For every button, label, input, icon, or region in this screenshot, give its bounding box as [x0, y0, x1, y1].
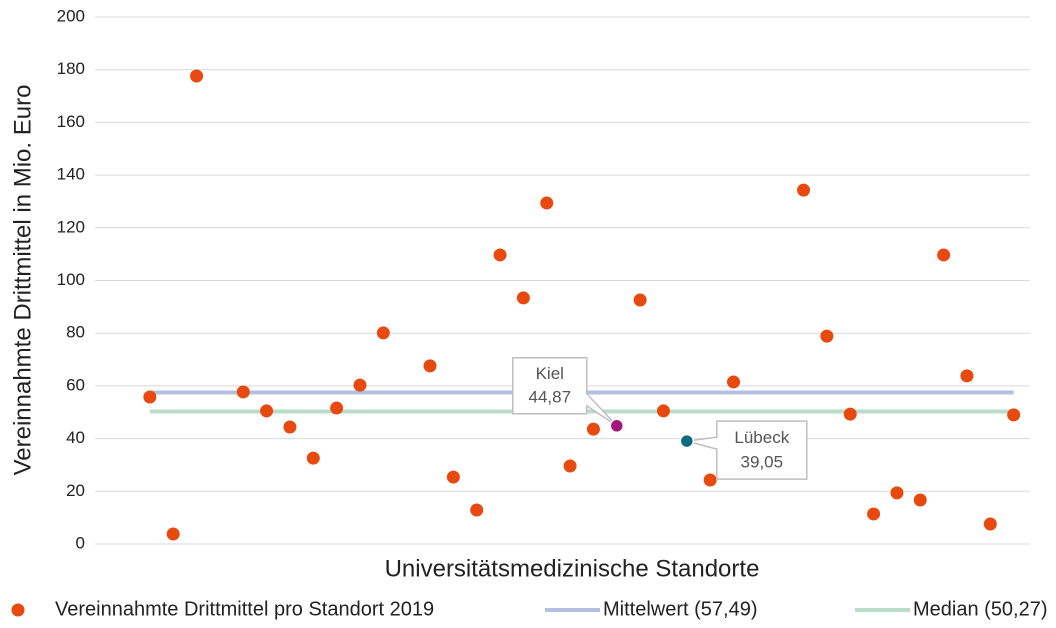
point	[586, 422, 600, 436]
point	[820, 329, 834, 343]
point	[446, 470, 460, 484]
point	[283, 420, 297, 434]
y-tick-label: 180	[57, 59, 85, 78]
point	[423, 359, 437, 373]
point	[563, 459, 577, 473]
legend-label: Mittelwert (57,49)	[603, 598, 758, 620]
point	[190, 69, 204, 83]
point	[960, 369, 974, 383]
point	[376, 326, 390, 340]
point	[143, 390, 157, 404]
point	[703, 473, 717, 487]
point	[493, 248, 507, 262]
callout-name: Lübeck	[734, 428, 789, 447]
point	[1007, 408, 1021, 422]
callout-name: Kiel	[536, 364, 564, 383]
point	[470, 503, 484, 517]
point	[260, 404, 274, 418]
callout-gap	[585, 394, 589, 405]
y-tick-label: 40	[66, 428, 85, 447]
callout-value: 39,05	[741, 452, 784, 471]
y-tick-label: 200	[57, 6, 85, 25]
x-axis-title: Universitätsmedizinische Standorte	[385, 555, 760, 582]
point	[983, 517, 997, 531]
point	[937, 248, 951, 262]
legend-marker	[11, 603, 25, 617]
callout-gap	[715, 438, 719, 449]
point	[867, 507, 881, 521]
point	[727, 375, 741, 389]
point	[913, 493, 927, 507]
point	[540, 196, 554, 210]
point	[797, 183, 811, 197]
highlight-point	[609, 418, 625, 434]
point	[306, 451, 320, 465]
legend-label: Median (50,27)	[913, 598, 1048, 620]
highlight-point	[679, 433, 695, 449]
point	[236, 385, 250, 399]
y-tick-label: 120	[57, 217, 85, 236]
callout-box	[716, 420, 808, 480]
point	[330, 401, 344, 415]
point	[890, 486, 904, 500]
y-tick-label: 0	[76, 533, 85, 552]
point	[166, 527, 180, 541]
point	[843, 407, 857, 421]
callout-box	[512, 357, 588, 415]
y-tick-label: 20	[66, 481, 85, 500]
point	[633, 293, 647, 307]
y-tick-label: 140	[57, 165, 85, 184]
y-tick-label: 160	[57, 112, 85, 131]
point	[656, 404, 670, 418]
point	[516, 291, 530, 305]
callout-value: 44,87	[529, 388, 572, 407]
legend-label: Vereinnahmte Drittmittel pro Standort 20…	[55, 598, 434, 620]
y-tick-label: 80	[66, 323, 85, 342]
point	[353, 378, 367, 392]
y-axis-title: Vereinnahmte Drittmittel in Mio. Euro	[9, 85, 36, 476]
y-tick-label: 100	[57, 270, 85, 289]
y-tick-label: 60	[66, 375, 85, 394]
